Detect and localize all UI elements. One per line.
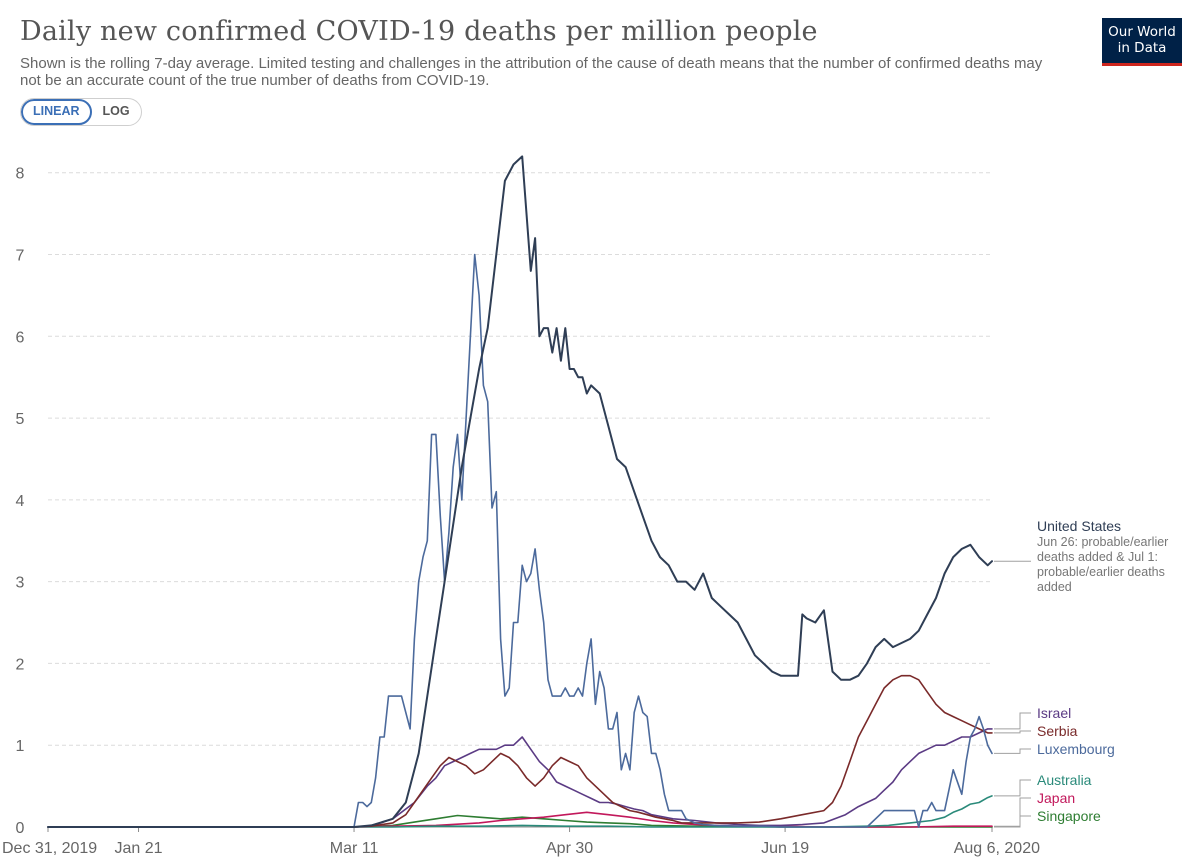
scale-toggle: LINEAR LOG: [20, 98, 142, 126]
logo-line-2: in Data: [1117, 40, 1167, 56]
x-tick-label: Dec 31, 2019: [2, 840, 97, 857]
legend-connector: [994, 730, 1031, 734]
grid-layer: [48, 172, 992, 828]
y-tick-label: 8: [16, 166, 25, 183]
y-tick-label: 7: [16, 248, 25, 265]
y-tick-label: 6: [16, 329, 25, 346]
owid-logo[interactable]: Our World in Data: [1102, 18, 1182, 66]
linear-scale-button[interactable]: LINEAR: [21, 99, 92, 125]
y-tick-label: 5: [16, 411, 25, 428]
series-label-singapore[interactable]: Singapore: [1037, 808, 1101, 824]
log-scale-button[interactable]: LOG: [102, 104, 130, 118]
legend-connector: [994, 797, 1031, 827]
legend-connector: [994, 779, 1031, 797]
x-tick-label: Aug 6, 2020: [954, 840, 1040, 857]
legend-connector: [994, 815, 1031, 828]
series-line-israel[interactable]: [47, 728, 993, 828]
axis-layer: 0 1 2 3 4 5 6 7 8 Dec 31, 2019 Jan 21 Mar 11 Apr 30 J…: [2, 166, 1040, 857]
logo-line-1: Our World: [1108, 24, 1176, 40]
x-tick-label: Jan 21: [114, 840, 162, 857]
legend-connector: [994, 748, 1031, 754]
x-tick-label: Jun 19: [761, 840, 809, 857]
x-tick-label: Mar 11: [330, 840, 379, 857]
series-label-serbia[interactable]: Serbia: [1037, 723, 1078, 739]
chart-title: Daily new confirmed COVID-19 deaths per …: [20, 16, 818, 47]
y-tick-label: 4: [16, 493, 25, 510]
series-label-australia[interactable]: Australia: [1037, 772, 1092, 788]
series-label-luxembourg[interactable]: Luxembourg: [1037, 741, 1115, 757]
series-label-israel[interactable]: Israel: [1037, 705, 1071, 721]
series-line-serbia[interactable]: [47, 674, 993, 828]
x-tick-label: Apr 30: [546, 840, 593, 857]
y-tick-label: 2: [16, 656, 25, 673]
series-label-japan[interactable]: Japan: [1037, 790, 1075, 806]
series-layer: [47, 155, 993, 828]
series-line-united-states[interactable]: [47, 155, 993, 828]
series-line-luxembourg[interactable]: [47, 253, 993, 828]
y-tick-label: 1: [16, 738, 25, 755]
legend-connector: [994, 712, 1031, 730]
series-label-united-states[interactable]: United States: [1037, 518, 1121, 534]
chart-subtitle: Shown is the rolling 7-day average. Limi…: [20, 55, 1043, 89]
y-tick-label: 0: [16, 820, 25, 837]
series-annotation: Jun 26: probable/earlier deaths added & J…: [1037, 535, 1168, 594]
y-tick-label: 3: [16, 575, 25, 592]
